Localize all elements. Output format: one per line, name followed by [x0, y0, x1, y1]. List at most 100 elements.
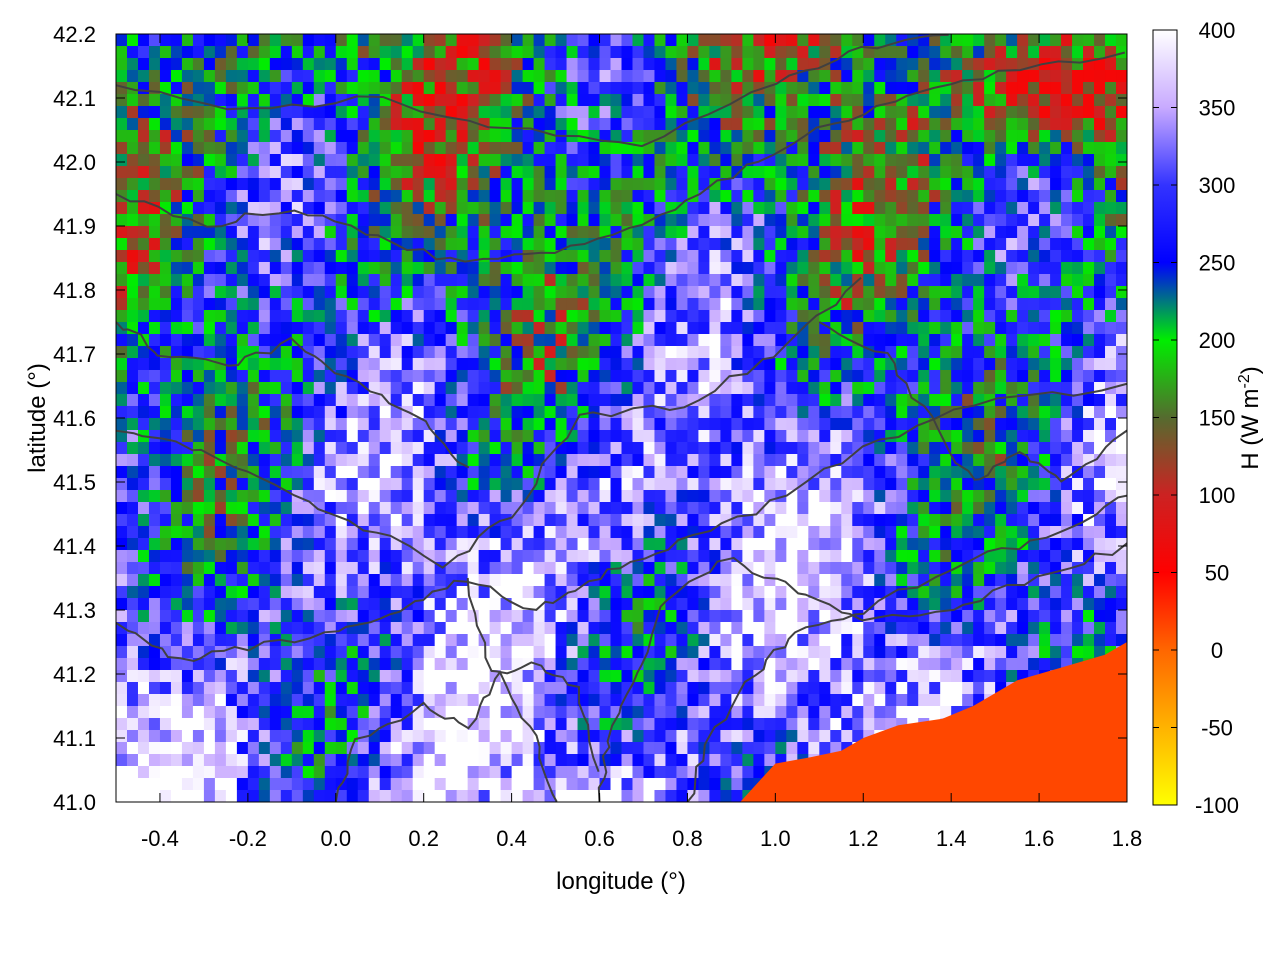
heatmap-cell: [720, 142, 732, 155]
heatmap-cell: [258, 214, 271, 227]
heatmap-cell: [203, 82, 216, 95]
heatmap-cell: [775, 226, 787, 239]
heatmap-cell: [390, 574, 403, 587]
heatmap-cell: [566, 370, 579, 383]
heatmap-cell: [1017, 478, 1029, 491]
heatmap-cell: [324, 34, 337, 47]
heatmap-cell: [731, 298, 743, 311]
heatmap-cell: [1061, 526, 1073, 539]
heatmap-cell: [401, 490, 414, 503]
heatmap-cell: [170, 202, 183, 215]
heatmap-cell: [984, 550, 996, 563]
heatmap-cell: [379, 562, 392, 575]
heatmap-cell: [1039, 574, 1051, 587]
heatmap-cell: [401, 310, 414, 323]
heatmap-cell: [577, 322, 590, 335]
heatmap-cell: [423, 430, 436, 443]
heatmap-cell: [159, 382, 172, 395]
heatmap-cell: [1017, 574, 1029, 587]
heatmap-cell: [753, 310, 765, 323]
heatmap-cell: [973, 382, 985, 395]
heatmap-cell: [291, 574, 304, 587]
heatmap-cell: [610, 58, 623, 71]
heatmap-cell: [489, 58, 502, 71]
heatmap-cell: [1061, 490, 1073, 503]
heatmap-cell: [214, 58, 227, 71]
heatmap-cell: [1039, 658, 1051, 671]
heatmap-cell: [995, 466, 1007, 479]
heatmap-cell: [225, 106, 238, 119]
heatmap-cell: [841, 574, 853, 587]
heatmap-cell: [159, 46, 172, 59]
heatmap-cell: [599, 34, 612, 47]
heatmap-cell: [192, 646, 205, 659]
heatmap-cell: [159, 538, 172, 551]
heatmap-cell: [324, 598, 337, 611]
heatmap-cell: [456, 118, 469, 131]
heatmap-cell: [170, 322, 183, 335]
heatmap-cell: [533, 430, 546, 443]
heatmap-cell: [467, 214, 480, 227]
heatmap-cell: [984, 430, 996, 443]
heatmap-cell: [720, 310, 732, 323]
heatmap-cell: [720, 490, 732, 503]
heatmap-cell: [1017, 466, 1029, 479]
heatmap-cell: [621, 142, 634, 155]
heatmap-cell: [731, 418, 743, 431]
heatmap-cell: [599, 598, 612, 611]
heatmap-cell: [225, 82, 238, 95]
heatmap-cell: [181, 634, 194, 647]
heatmap-cell: [434, 166, 447, 179]
heatmap-cell: [753, 490, 765, 503]
heatmap-cell: [357, 274, 370, 287]
heatmap-cell: [116, 82, 128, 95]
heatmap-cell: [412, 310, 425, 323]
heatmap-cell: [170, 466, 183, 479]
heatmap-cell: [258, 442, 271, 455]
heatmap-cell: [599, 106, 612, 119]
heatmap-cell: [918, 154, 930, 167]
heatmap-cell: [313, 574, 326, 587]
heatmap-cell: [610, 550, 623, 563]
heatmap-cell: [1105, 118, 1117, 131]
heatmap-cell: [918, 346, 930, 359]
heatmap-cell: [742, 670, 754, 683]
heatmap-cell: [599, 166, 612, 179]
heatmap-cell: [1039, 46, 1051, 59]
heatmap-cell: [841, 394, 853, 407]
heatmap-cell: [126, 586, 139, 599]
heatmap-cell: [775, 94, 787, 107]
heatmap-cell: [731, 190, 743, 203]
heatmap-cell: [489, 478, 502, 491]
heatmap-cell: [687, 370, 700, 383]
heatmap-cell: [1017, 358, 1029, 371]
heatmap-cell: [830, 190, 842, 203]
heatmap-cell: [379, 130, 392, 143]
heatmap-cell: [511, 574, 524, 587]
heatmap-cell: [929, 370, 941, 383]
heatmap-cell: [1105, 322, 1117, 335]
heatmap-cell: [1006, 550, 1018, 563]
heatmap-cell: [951, 298, 963, 311]
heatmap-cell: [445, 526, 458, 539]
heatmap-cell: [665, 298, 678, 311]
heatmap-cell: [368, 430, 381, 443]
heatmap-cell: [610, 34, 623, 47]
heatmap-cell: [1039, 226, 1051, 239]
heatmap-cell: [962, 46, 974, 59]
heatmap-cell: [181, 322, 194, 335]
heatmap-cell: [236, 418, 249, 431]
heatmap-cell: [478, 310, 491, 323]
heatmap-cell: [962, 550, 974, 563]
heatmap-cell: [874, 538, 886, 551]
heatmap-cell: [434, 106, 447, 119]
heatmap-cell: [1061, 166, 1073, 179]
heatmap-cell: [973, 286, 985, 299]
heatmap-cell: [478, 118, 491, 131]
heatmap-cell: [896, 118, 908, 131]
heatmap-cell: [632, 274, 645, 287]
heatmap-cell: [522, 514, 535, 527]
heatmap-cell: [599, 58, 612, 71]
heatmap-cell: [577, 286, 590, 299]
heatmap-cell: [357, 214, 370, 227]
